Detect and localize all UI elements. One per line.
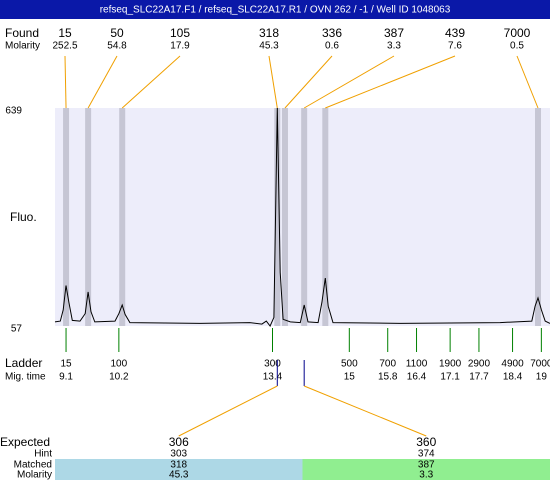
found-size: 15 xyxy=(58,26,72,40)
peak-band xyxy=(85,108,92,326)
match-connector xyxy=(303,385,427,437)
ladder-time: 9.1 xyxy=(59,372,73,383)
found-molarity: 3.3 xyxy=(387,41,401,52)
molarity-label: Molarity xyxy=(5,41,40,52)
peak-connector xyxy=(303,55,395,109)
expected-matched: 387 xyxy=(418,460,435,471)
ladder-time: 15 xyxy=(344,372,356,383)
peak-connector xyxy=(87,55,118,109)
expected-molarity-label: Molarity xyxy=(17,470,52,480)
peak-connector xyxy=(284,55,333,109)
found-size: 105 xyxy=(170,26,190,40)
ladder-size: 7000 xyxy=(530,359,550,370)
expected-label: Expected xyxy=(0,435,50,449)
matched-band xyxy=(302,459,550,480)
found-size: 7000 xyxy=(504,26,531,40)
expected-molarity: 3.3 xyxy=(419,470,433,480)
expected-size: 360 xyxy=(416,435,436,449)
ladder-time: 17.7 xyxy=(469,372,489,383)
matched-label: Matched xyxy=(14,460,52,471)
y-tick-label: 57 xyxy=(11,324,23,335)
expected-hint: 374 xyxy=(418,449,435,460)
ladder-size: 2900 xyxy=(468,359,491,370)
peak-connector xyxy=(64,55,67,109)
found-size: 439 xyxy=(445,26,465,40)
ladder-time: 18.4 xyxy=(503,372,523,383)
found-size: 318 xyxy=(259,26,279,40)
peak-connector xyxy=(121,55,181,109)
found-molarity: 45.3 xyxy=(259,41,279,52)
ladder-size: 15 xyxy=(60,359,72,370)
ladder-time: 13.4 xyxy=(263,372,283,383)
matched-band xyxy=(55,459,303,480)
migtime-label: Mig. time xyxy=(5,372,46,383)
peak-band xyxy=(301,108,308,326)
peak-band xyxy=(534,108,541,326)
found-size: 336 xyxy=(322,26,342,40)
ladder-size: 100 xyxy=(111,359,128,370)
ladder-size: 500 xyxy=(341,359,358,370)
peak-band xyxy=(274,108,281,326)
peak-band xyxy=(119,108,126,326)
ladder-size: 300 xyxy=(264,359,281,370)
found-molarity: 0.6 xyxy=(325,41,339,52)
peak-band xyxy=(322,108,329,326)
title-bar xyxy=(0,0,550,19)
found-molarity: 252.5 xyxy=(52,41,77,52)
hint-label: Hint xyxy=(34,449,52,460)
peak-connector xyxy=(268,55,278,109)
found-molarity: 17.9 xyxy=(170,41,190,52)
ladder-size: 1100 xyxy=(406,359,428,370)
ladder-time: 15.8 xyxy=(378,372,398,383)
found-molarity: 0.5 xyxy=(510,41,524,52)
ladder-size: 1900 xyxy=(439,359,462,370)
ladder-size: 4900 xyxy=(501,359,524,370)
title: refseq_SLC22A17.F1 / refseq_SLC22A17.R1 … xyxy=(100,5,451,16)
y-axis-label: Fluo. xyxy=(10,210,37,224)
expected-molarity: 45.3 xyxy=(169,470,189,480)
ladder-label: Ladder xyxy=(5,356,42,370)
found-molarity: 54.8 xyxy=(107,41,127,52)
ladder-time: 19 xyxy=(536,372,548,383)
peak-connector xyxy=(516,55,539,109)
ladder-time: 10.2 xyxy=(109,372,129,383)
match-connector xyxy=(178,385,278,437)
found-size: 387 xyxy=(384,26,404,40)
trace xyxy=(54,107,550,327)
peak-connector xyxy=(325,55,456,109)
found-size: 50 xyxy=(110,26,124,40)
expected-hint: 303 xyxy=(170,449,187,460)
peak-band xyxy=(281,108,288,326)
found-molarity: 7.6 xyxy=(448,41,462,52)
ladder-time: 16.4 xyxy=(407,372,427,383)
peak-band xyxy=(63,108,70,326)
ladder-size: 700 xyxy=(379,359,396,370)
expected-matched: 318 xyxy=(170,460,187,471)
found-label: Found xyxy=(5,26,39,40)
y-tick-label: 639 xyxy=(5,106,22,117)
ladder-time: 17.1 xyxy=(440,372,460,383)
expected-size: 306 xyxy=(169,435,189,449)
